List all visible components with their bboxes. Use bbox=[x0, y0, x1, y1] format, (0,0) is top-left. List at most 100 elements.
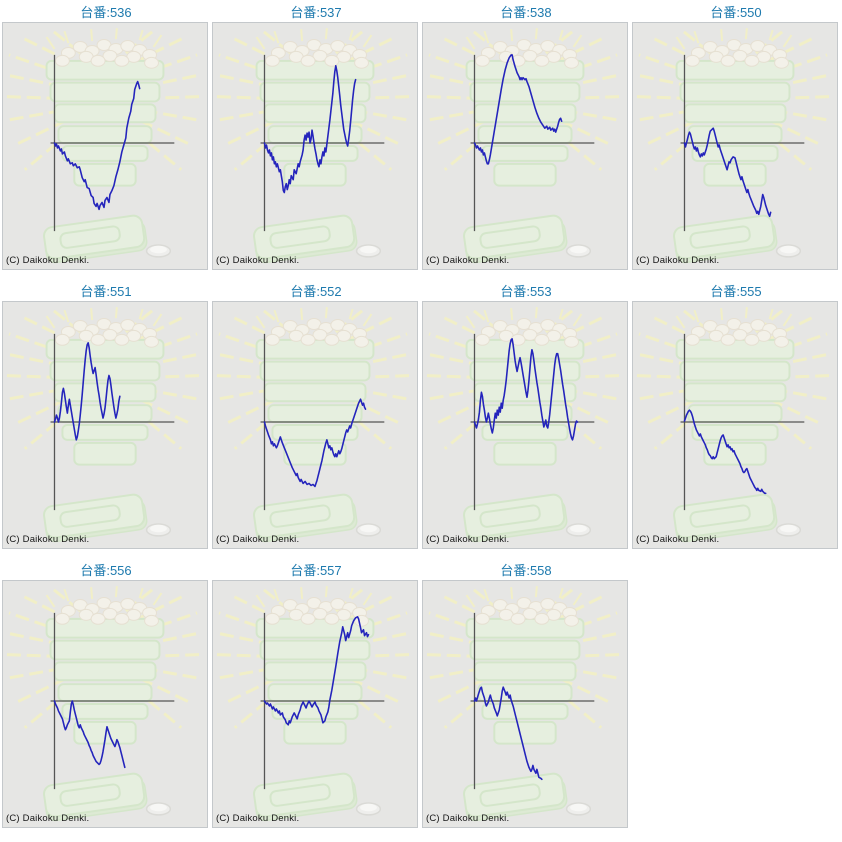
coin-watermark bbox=[775, 523, 802, 537]
machine-title: 台番:555 bbox=[710, 284, 762, 299]
slump-line bbox=[683, 127, 772, 218]
machine-title: 台番:536 bbox=[80, 5, 132, 20]
chart-panel: (C) Daikoku Denki. bbox=[632, 22, 838, 270]
slump-graph bbox=[423, 23, 627, 269]
chart-panel: (C) Daikoku Denki. bbox=[2, 580, 208, 828]
machine-watermark bbox=[423, 585, 624, 822]
ball-tray-watermark bbox=[43, 214, 148, 264]
chart-cell: 台番:553 (C) Daikoku Denki. bbox=[420, 283, 630, 562]
slump-graph bbox=[3, 302, 207, 548]
slump-graph bbox=[3, 23, 207, 269]
machine-title: 台番:537 bbox=[290, 5, 342, 20]
coin-watermark bbox=[145, 802, 172, 816]
ball-tray-watermark bbox=[673, 214, 778, 264]
chart-cell: 台番:556 (C) Daikoku Denki. bbox=[0, 562, 210, 841]
machine-watermark bbox=[213, 306, 414, 543]
slump-line bbox=[473, 338, 579, 441]
coin-watermark bbox=[565, 244, 592, 258]
slump-graph bbox=[213, 581, 417, 827]
machine-watermark bbox=[213, 585, 414, 822]
machine-title: 台番:550 bbox=[710, 5, 762, 20]
chart-panel: (C) Daikoku Denki. bbox=[212, 22, 418, 270]
chart-panel: (C) Daikoku Denki. bbox=[2, 22, 208, 270]
chart-panel: (C) Daikoku Denki. bbox=[212, 580, 418, 828]
slump-graph bbox=[3, 581, 207, 827]
chart-cell: 台番:555 (C) Daikoku Denki. bbox=[630, 283, 840, 562]
chart-cell: 台番:551 (C) Daikoku Denki. bbox=[0, 283, 210, 562]
machine-title: 台番:557 bbox=[290, 563, 342, 578]
machine-title: 台番:553 bbox=[500, 284, 552, 299]
copyright-label: (C) Daikoku Denki. bbox=[426, 813, 510, 824]
chart-cell: 台番:558 (C) Daikoku Denki. bbox=[420, 562, 630, 841]
chart-panel: (C) Daikoku Denki. bbox=[422, 22, 628, 270]
chart-axes bbox=[680, 333, 805, 511]
machine-watermark bbox=[3, 585, 204, 822]
slump-graph bbox=[213, 23, 417, 269]
slump-graph bbox=[423, 581, 627, 827]
machine-title: 台番:552 bbox=[290, 284, 342, 299]
slump-line bbox=[473, 54, 563, 165]
coin-watermark bbox=[565, 523, 592, 537]
machine-watermark bbox=[423, 306, 624, 543]
chart-cell: 台番:552 (C) Daikoku Denki. bbox=[210, 283, 420, 562]
slump-line bbox=[53, 80, 141, 211]
copyright-label: (C) Daikoku Denki. bbox=[216, 534, 300, 545]
machine-watermark bbox=[213, 27, 414, 264]
machine-title: 台番:538 bbox=[500, 5, 552, 20]
slump-graph bbox=[633, 302, 837, 548]
copyright-label: (C) Daikoku Denki. bbox=[636, 255, 720, 266]
ball-tray-watermark bbox=[253, 772, 358, 822]
slump-line bbox=[263, 616, 370, 726]
copyright-label: (C) Daikoku Denki. bbox=[6, 813, 90, 824]
slump-graph bbox=[633, 23, 837, 269]
ball-tray-watermark bbox=[463, 493, 568, 543]
chart-cell: 台番:536 (C) Daikoku Denki. bbox=[0, 4, 210, 283]
chart-cell: 台番:550 (C) Daikoku Denki. bbox=[630, 4, 840, 283]
slump-line bbox=[53, 342, 121, 441]
copyright-label: (C) Daikoku Denki. bbox=[6, 534, 90, 545]
chart-cell: 台番:537 (C) Daikoku Denki. bbox=[210, 4, 420, 283]
chart-cell: 台番:538 (C) Daikoku Denki. bbox=[420, 4, 630, 283]
chart-panel: (C) Daikoku Denki. bbox=[632, 301, 838, 549]
copyright-label: (C) Daikoku Denki. bbox=[426, 534, 510, 545]
ball-tray-watermark bbox=[43, 493, 148, 543]
slump-graph bbox=[423, 302, 627, 548]
ball-tray-watermark bbox=[673, 493, 778, 543]
copyright-label: (C) Daikoku Denki. bbox=[216, 255, 300, 266]
machine-watermark bbox=[3, 306, 204, 543]
chart-cell: 台番:557 (C) Daikoku Denki. bbox=[210, 562, 420, 841]
machine-watermark bbox=[633, 306, 834, 543]
machine-title: 台番:556 bbox=[80, 563, 132, 578]
slump-line bbox=[473, 686, 543, 781]
ball-tray-watermark bbox=[463, 214, 568, 264]
coin-watermark bbox=[145, 244, 172, 258]
slump-line bbox=[263, 398, 367, 488]
ball-tray-watermark bbox=[43, 772, 148, 822]
slump-graph bbox=[213, 302, 417, 548]
ball-tray-watermark bbox=[253, 214, 358, 264]
coin-watermark bbox=[775, 244, 802, 258]
coin-watermark bbox=[145, 523, 172, 537]
slump-line bbox=[683, 409, 767, 495]
ball-tray-watermark bbox=[253, 493, 358, 543]
machine-title: 台番:551 bbox=[80, 284, 132, 299]
machine-watermark bbox=[3, 27, 204, 264]
copyright-label: (C) Daikoku Denki. bbox=[6, 255, 90, 266]
copyright-label: (C) Daikoku Denki. bbox=[636, 534, 720, 545]
machine-watermark bbox=[633, 27, 834, 264]
slump-line bbox=[263, 64, 357, 194]
ball-tray-watermark bbox=[463, 772, 568, 822]
machine-watermark bbox=[423, 27, 624, 264]
chart-panel: (C) Daikoku Denki. bbox=[422, 580, 628, 828]
coin-watermark bbox=[355, 802, 382, 816]
copyright-label: (C) Daikoku Denki. bbox=[426, 255, 510, 266]
chart-panel: (C) Daikoku Denki. bbox=[212, 301, 418, 549]
slump-line bbox=[53, 700, 126, 769]
coin-watermark bbox=[565, 802, 592, 816]
coin-watermark bbox=[355, 523, 382, 537]
chart-panel: (C) Daikoku Denki. bbox=[2, 301, 208, 549]
coin-watermark bbox=[355, 244, 382, 258]
copyright-label: (C) Daikoku Denki. bbox=[216, 813, 300, 824]
chart-panel: (C) Daikoku Denki. bbox=[422, 301, 628, 549]
